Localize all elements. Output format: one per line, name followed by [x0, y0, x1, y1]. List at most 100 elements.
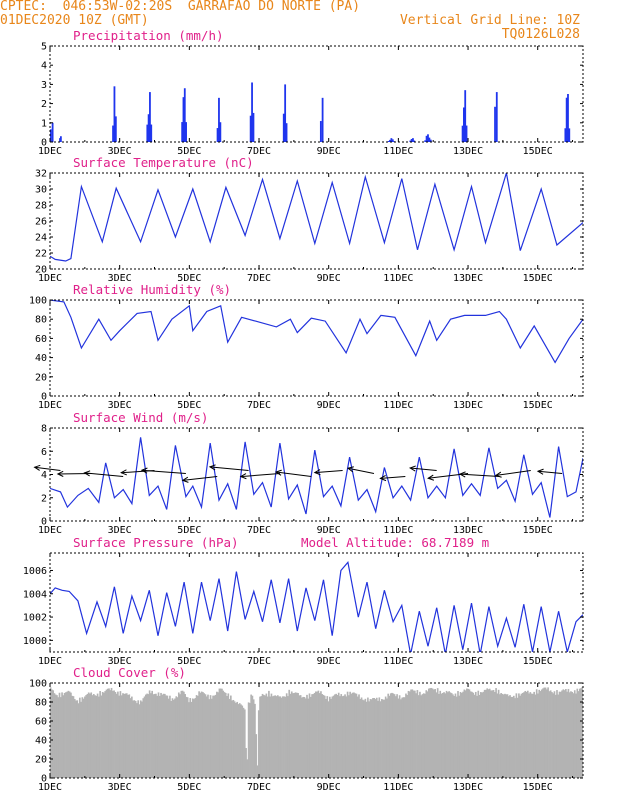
cloud-bar — [426, 691, 429, 778]
cloud-bar — [292, 693, 294, 778]
cloud-bar — [544, 687, 547, 778]
cloud-bar — [537, 693, 539, 778]
cloud-bar — [51, 689, 53, 778]
wind-arrow-shaft — [182, 476, 218, 481]
cloud-bar — [183, 691, 185, 778]
cloud-bar — [463, 689, 466, 778]
cloud-bar — [137, 700, 140, 778]
cloud-bar — [125, 693, 128, 778]
cloud-bar — [429, 688, 431, 778]
cloud-bar — [114, 691, 117, 778]
cloud-bar — [496, 693, 499, 778]
cloud-bar — [449, 692, 452, 778]
cloud-bar — [476, 695, 478, 778]
wind-arrow-shaft — [275, 471, 312, 477]
cloud-bar — [488, 688, 491, 778]
cloud-bar — [302, 696, 305, 778]
cloud-bar — [106, 688, 109, 778]
cloud-bar — [127, 694, 129, 778]
y-tick-label: 32 — [35, 169, 47, 180]
cloud-bar — [439, 690, 442, 778]
cloud-bar — [540, 689, 543, 778]
cloud-bar — [575, 693, 577, 778]
cloud-bar — [111, 690, 114, 778]
cloud-bar — [341, 696, 344, 778]
cloud-bar — [315, 691, 317, 778]
cloud-bar — [80, 701, 82, 778]
cloud-bar — [92, 693, 95, 778]
cloud-bar — [66, 691, 68, 778]
cloud-bar — [530, 693, 533, 778]
cloud-bar — [367, 697, 369, 778]
cloud-bar — [299, 695, 302, 778]
cloud-bar — [71, 695, 74, 778]
cloud-bar — [317, 690, 320, 778]
wind-arrow-head — [56, 470, 64, 477]
cloud-bar — [285, 693, 288, 778]
cloud-bar — [101, 691, 104, 778]
panel-1: 1DEC 3DEC 5DEC 7DEC 9DEC 11DEC 13DEC 15DEC 20 22 2… — [35, 155, 584, 284]
cloud-bar — [233, 701, 236, 778]
precip-bar — [409, 140, 412, 142]
cloud-bar — [466, 688, 468, 778]
cloud-bar — [250, 694, 252, 778]
x-tick-label: 15DEC — [523, 656, 553, 667]
x-tick-label: 15DEC — [523, 146, 553, 157]
cloud-bar — [236, 701, 239, 778]
panel-0: 1DEC 3DEC 5DEC 7DEC 9DEC 11DEC 13DEC 15DEC 0 1 2 3 4… — [38, 28, 584, 157]
cloud-bar — [559, 691, 562, 778]
cloud-bar — [255, 734, 258, 778]
cloud-bar — [454, 693, 457, 778]
cloud-bar — [289, 693, 292, 778]
wind-arrow-shaft — [347, 467, 375, 474]
series-line — [50, 560, 583, 652]
cloud-bar — [570, 691, 572, 778]
cloud-bar — [513, 695, 515, 778]
y-tick-label: 100 — [29, 296, 47, 307]
wind-arrow — [494, 470, 531, 478]
cloud-bar — [457, 691, 459, 778]
cloud-bar — [492, 690, 495, 778]
y-tick-label: 8 — [41, 424, 47, 435]
cloud-bar — [109, 690, 112, 778]
cloud-bar — [576, 688, 579, 778]
cloud-bar — [245, 748, 247, 778]
cloud-bar — [78, 697, 81, 778]
cloud-bar — [581, 687, 583, 778]
cloud-bar — [578, 688, 581, 778]
x-tick-label: 3DEC — [108, 400, 132, 411]
cloud-bar — [397, 698, 400, 778]
wind-arrow-head — [313, 469, 321, 476]
cloud-bar — [547, 687, 549, 778]
cloud-bar — [124, 693, 127, 778]
cloud-bar — [566, 691, 568, 778]
cloud-bar — [556, 690, 558, 778]
cloud-bar — [344, 694, 346, 778]
precip-bar — [391, 139, 394, 142]
cloud-bar — [166, 695, 169, 778]
cloud-bar — [326, 696, 329, 778]
cloud-bar — [108, 688, 110, 778]
cloud-bar — [336, 694, 339, 778]
panel-frame — [49, 299, 584, 397]
cloud-bar — [171, 698, 174, 778]
wind-arrow-shaft — [410, 467, 437, 471]
cloud-bar — [53, 693, 56, 778]
x-tick-label: 1DEC — [38, 146, 62, 157]
cloud-bar — [553, 691, 556, 778]
cloud-bar — [76, 700, 79, 778]
cloud-bar — [419, 691, 421, 778]
cloud-bar — [181, 690, 184, 778]
precip-bar — [389, 139, 391, 142]
x-tick-label: 7DEC — [247, 525, 271, 536]
cloud-bar — [401, 697, 403, 778]
x-tick-label: 9DEC — [317, 273, 341, 284]
cloud-bar — [227, 693, 230, 778]
cloud-bar — [50, 687, 52, 778]
cloud-bar — [414, 690, 416, 778]
cloud-bar — [342, 695, 345, 778]
cloud-bar — [502, 694, 505, 778]
wind-arrow-head — [181, 476, 189, 483]
wind-arrow-head — [427, 474, 435, 481]
